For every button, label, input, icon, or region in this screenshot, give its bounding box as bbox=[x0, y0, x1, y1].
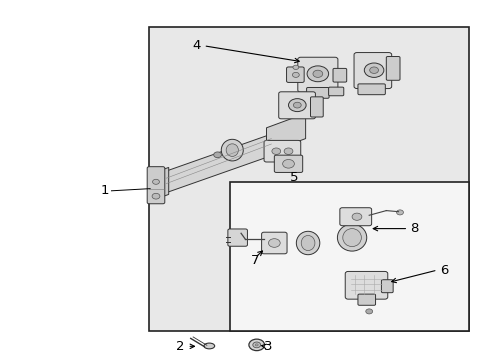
Circle shape bbox=[213, 152, 221, 158]
Circle shape bbox=[288, 99, 305, 112]
Ellipse shape bbox=[296, 231, 319, 255]
Polygon shape bbox=[161, 133, 273, 194]
FancyBboxPatch shape bbox=[227, 229, 247, 246]
Circle shape bbox=[292, 72, 299, 77]
Text: 4: 4 bbox=[192, 39, 201, 52]
Circle shape bbox=[152, 193, 160, 199]
Circle shape bbox=[306, 66, 328, 82]
Polygon shape bbox=[149, 167, 168, 202]
Circle shape bbox=[248, 339, 264, 351]
Circle shape bbox=[365, 309, 372, 314]
Circle shape bbox=[364, 63, 383, 77]
FancyBboxPatch shape bbox=[310, 97, 323, 117]
Ellipse shape bbox=[221, 139, 243, 161]
Ellipse shape bbox=[203, 343, 214, 349]
FancyBboxPatch shape bbox=[264, 140, 300, 162]
Ellipse shape bbox=[337, 224, 366, 251]
Ellipse shape bbox=[342, 229, 361, 247]
Polygon shape bbox=[266, 113, 305, 153]
FancyBboxPatch shape bbox=[306, 87, 328, 98]
FancyBboxPatch shape bbox=[339, 208, 371, 226]
Circle shape bbox=[252, 342, 260, 348]
FancyBboxPatch shape bbox=[278, 92, 315, 119]
FancyBboxPatch shape bbox=[386, 57, 399, 80]
FancyBboxPatch shape bbox=[357, 294, 375, 305]
Circle shape bbox=[268, 239, 280, 247]
Circle shape bbox=[284, 148, 292, 154]
Text: 6: 6 bbox=[439, 264, 447, 276]
Text: 2: 2 bbox=[175, 340, 184, 353]
Circle shape bbox=[351, 213, 361, 220]
Circle shape bbox=[369, 67, 378, 73]
FancyBboxPatch shape bbox=[332, 68, 346, 82]
FancyBboxPatch shape bbox=[357, 84, 385, 95]
Text: 1: 1 bbox=[101, 184, 109, 197]
Text: 3: 3 bbox=[263, 340, 272, 353]
Ellipse shape bbox=[301, 235, 314, 251]
Text: 5: 5 bbox=[289, 171, 298, 184]
Bar bbox=[149, 27, 468, 331]
FancyBboxPatch shape bbox=[345, 271, 387, 299]
Circle shape bbox=[255, 344, 258, 346]
Circle shape bbox=[282, 159, 294, 168]
FancyBboxPatch shape bbox=[353, 53, 391, 89]
Circle shape bbox=[152, 179, 159, 184]
Circle shape bbox=[293, 102, 301, 108]
Text: 8: 8 bbox=[409, 222, 418, 235]
FancyBboxPatch shape bbox=[274, 155, 302, 172]
Text: 7: 7 bbox=[250, 255, 259, 267]
FancyBboxPatch shape bbox=[381, 280, 392, 293]
Ellipse shape bbox=[225, 144, 238, 157]
FancyBboxPatch shape bbox=[328, 87, 343, 96]
FancyBboxPatch shape bbox=[286, 67, 304, 82]
Circle shape bbox=[271, 148, 280, 154]
Circle shape bbox=[312, 70, 322, 77]
Circle shape bbox=[292, 65, 298, 69]
Circle shape bbox=[396, 210, 403, 215]
FancyBboxPatch shape bbox=[147, 167, 164, 204]
FancyBboxPatch shape bbox=[261, 232, 286, 254]
Bar bbox=[229, 182, 468, 331]
FancyBboxPatch shape bbox=[297, 57, 337, 92]
